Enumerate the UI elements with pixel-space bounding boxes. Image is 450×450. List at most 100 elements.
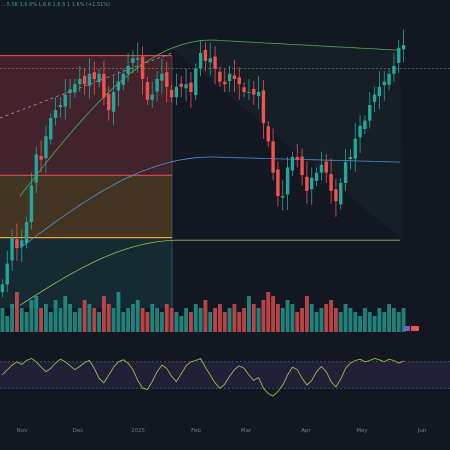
volume-bar [242, 308, 247, 332]
volume-bar [367, 312, 372, 332]
candle-body [107, 94, 111, 111]
candle-body [368, 105, 372, 121]
x-axis: Nov Dec 2025 Feb Mar Apr May Jun [17, 428, 427, 434]
volume-bar [333, 308, 338, 332]
candle-body [145, 82, 150, 100]
candle-body [68, 89, 72, 94]
channel-mid-line [19, 156, 401, 249]
candle-body [242, 87, 246, 92]
candle-body [285, 167, 290, 195]
volume-bar [101, 296, 106, 332]
volume-bar [362, 308, 367, 332]
volume-bar [266, 292, 271, 332]
volume-bar [135, 300, 140, 332]
volume-bar [358, 316, 363, 332]
volume-bar [222, 312, 227, 332]
channel-fill [172, 40, 403, 241]
volume-bar [179, 316, 184, 332]
candle-body [15, 239, 19, 248]
volume-bar [261, 300, 266, 332]
candle-body [339, 183, 343, 205]
candle-body [300, 156, 304, 176]
candle-body [82, 75, 87, 85]
candle-body [213, 56, 217, 69]
volume-bar [58, 308, 63, 332]
volume-bar [150, 304, 155, 332]
volume-bar [256, 308, 261, 332]
candle-body [295, 157, 299, 160]
volume-bar [338, 312, 343, 332]
candle-body [305, 176, 309, 191]
candle-body [92, 72, 96, 79]
candle-body [20, 240, 24, 247]
candle-body [218, 71, 222, 82]
volume-bar [159, 312, 164, 332]
volume-bar [309, 304, 314, 332]
badge-purple [404, 326, 410, 331]
candle-body [223, 81, 227, 85]
x-tick-label: Feb [191, 428, 201, 434]
x-tick-label: 2025 [131, 428, 145, 434]
oscillator-layer [0, 357, 450, 397]
candle-body [53, 110, 58, 118]
volume-bar [314, 312, 319, 332]
candle-body [319, 164, 324, 173]
volume-bar [382, 312, 387, 332]
volume-bar [343, 304, 348, 332]
volume-bar [68, 304, 73, 332]
candle-body [387, 73, 391, 85]
volume-bar [391, 308, 396, 332]
volume-layer [0, 292, 406, 332]
volume-bar [10, 304, 15, 332]
volume-bar [77, 308, 82, 332]
volume-bar [155, 308, 160, 332]
candle-body [189, 82, 193, 92]
volume-bar [106, 304, 111, 332]
candle-body [227, 73, 232, 82]
candle-body [78, 79, 82, 85]
candle-body [169, 89, 174, 98]
candles-layer [0, 29, 406, 298]
volume-bar [387, 304, 392, 332]
candle-body [363, 120, 367, 129]
volume-bar [39, 308, 44, 332]
candle-body [131, 58, 135, 63]
volume-bar [14, 292, 19, 332]
volume-bar [130, 304, 135, 332]
volume-bar [213, 308, 218, 332]
volume-bar [280, 308, 285, 332]
candle-body [372, 94, 377, 102]
volume-bar [396, 312, 401, 332]
candle-body [10, 237, 14, 261]
volume-bar [34, 296, 39, 332]
candle-body [208, 58, 212, 63]
candle-body [73, 84, 77, 93]
volume-bar [304, 296, 309, 332]
volume-bar [275, 304, 280, 332]
volume-bar [377, 308, 382, 332]
candle-body [334, 189, 338, 202]
channel-lower-line [19, 239, 400, 306]
x-tick-label: Nov [17, 428, 28, 434]
candle-body [29, 185, 34, 222]
candle-body [310, 177, 314, 190]
candle-body [184, 84, 188, 89]
candle-body [44, 136, 48, 159]
candle-body [198, 53, 203, 69]
volume-bar [184, 308, 189, 332]
candle-body [271, 141, 275, 173]
volume-bar [72, 312, 77, 332]
x-tick-label: Jun [417, 428, 427, 434]
candle-body [353, 138, 357, 159]
volume-bar [53, 300, 58, 332]
volume-bar [208, 312, 213, 332]
oscillator-line [2, 357, 404, 397]
candle-body [49, 118, 53, 140]
x-tick-label: Mar [241, 428, 252, 434]
candle-body [314, 172, 319, 181]
volume-bar [198, 308, 203, 332]
volume-bar [24, 312, 29, 332]
candle-body [377, 86, 382, 97]
volume-bar [285, 300, 290, 332]
